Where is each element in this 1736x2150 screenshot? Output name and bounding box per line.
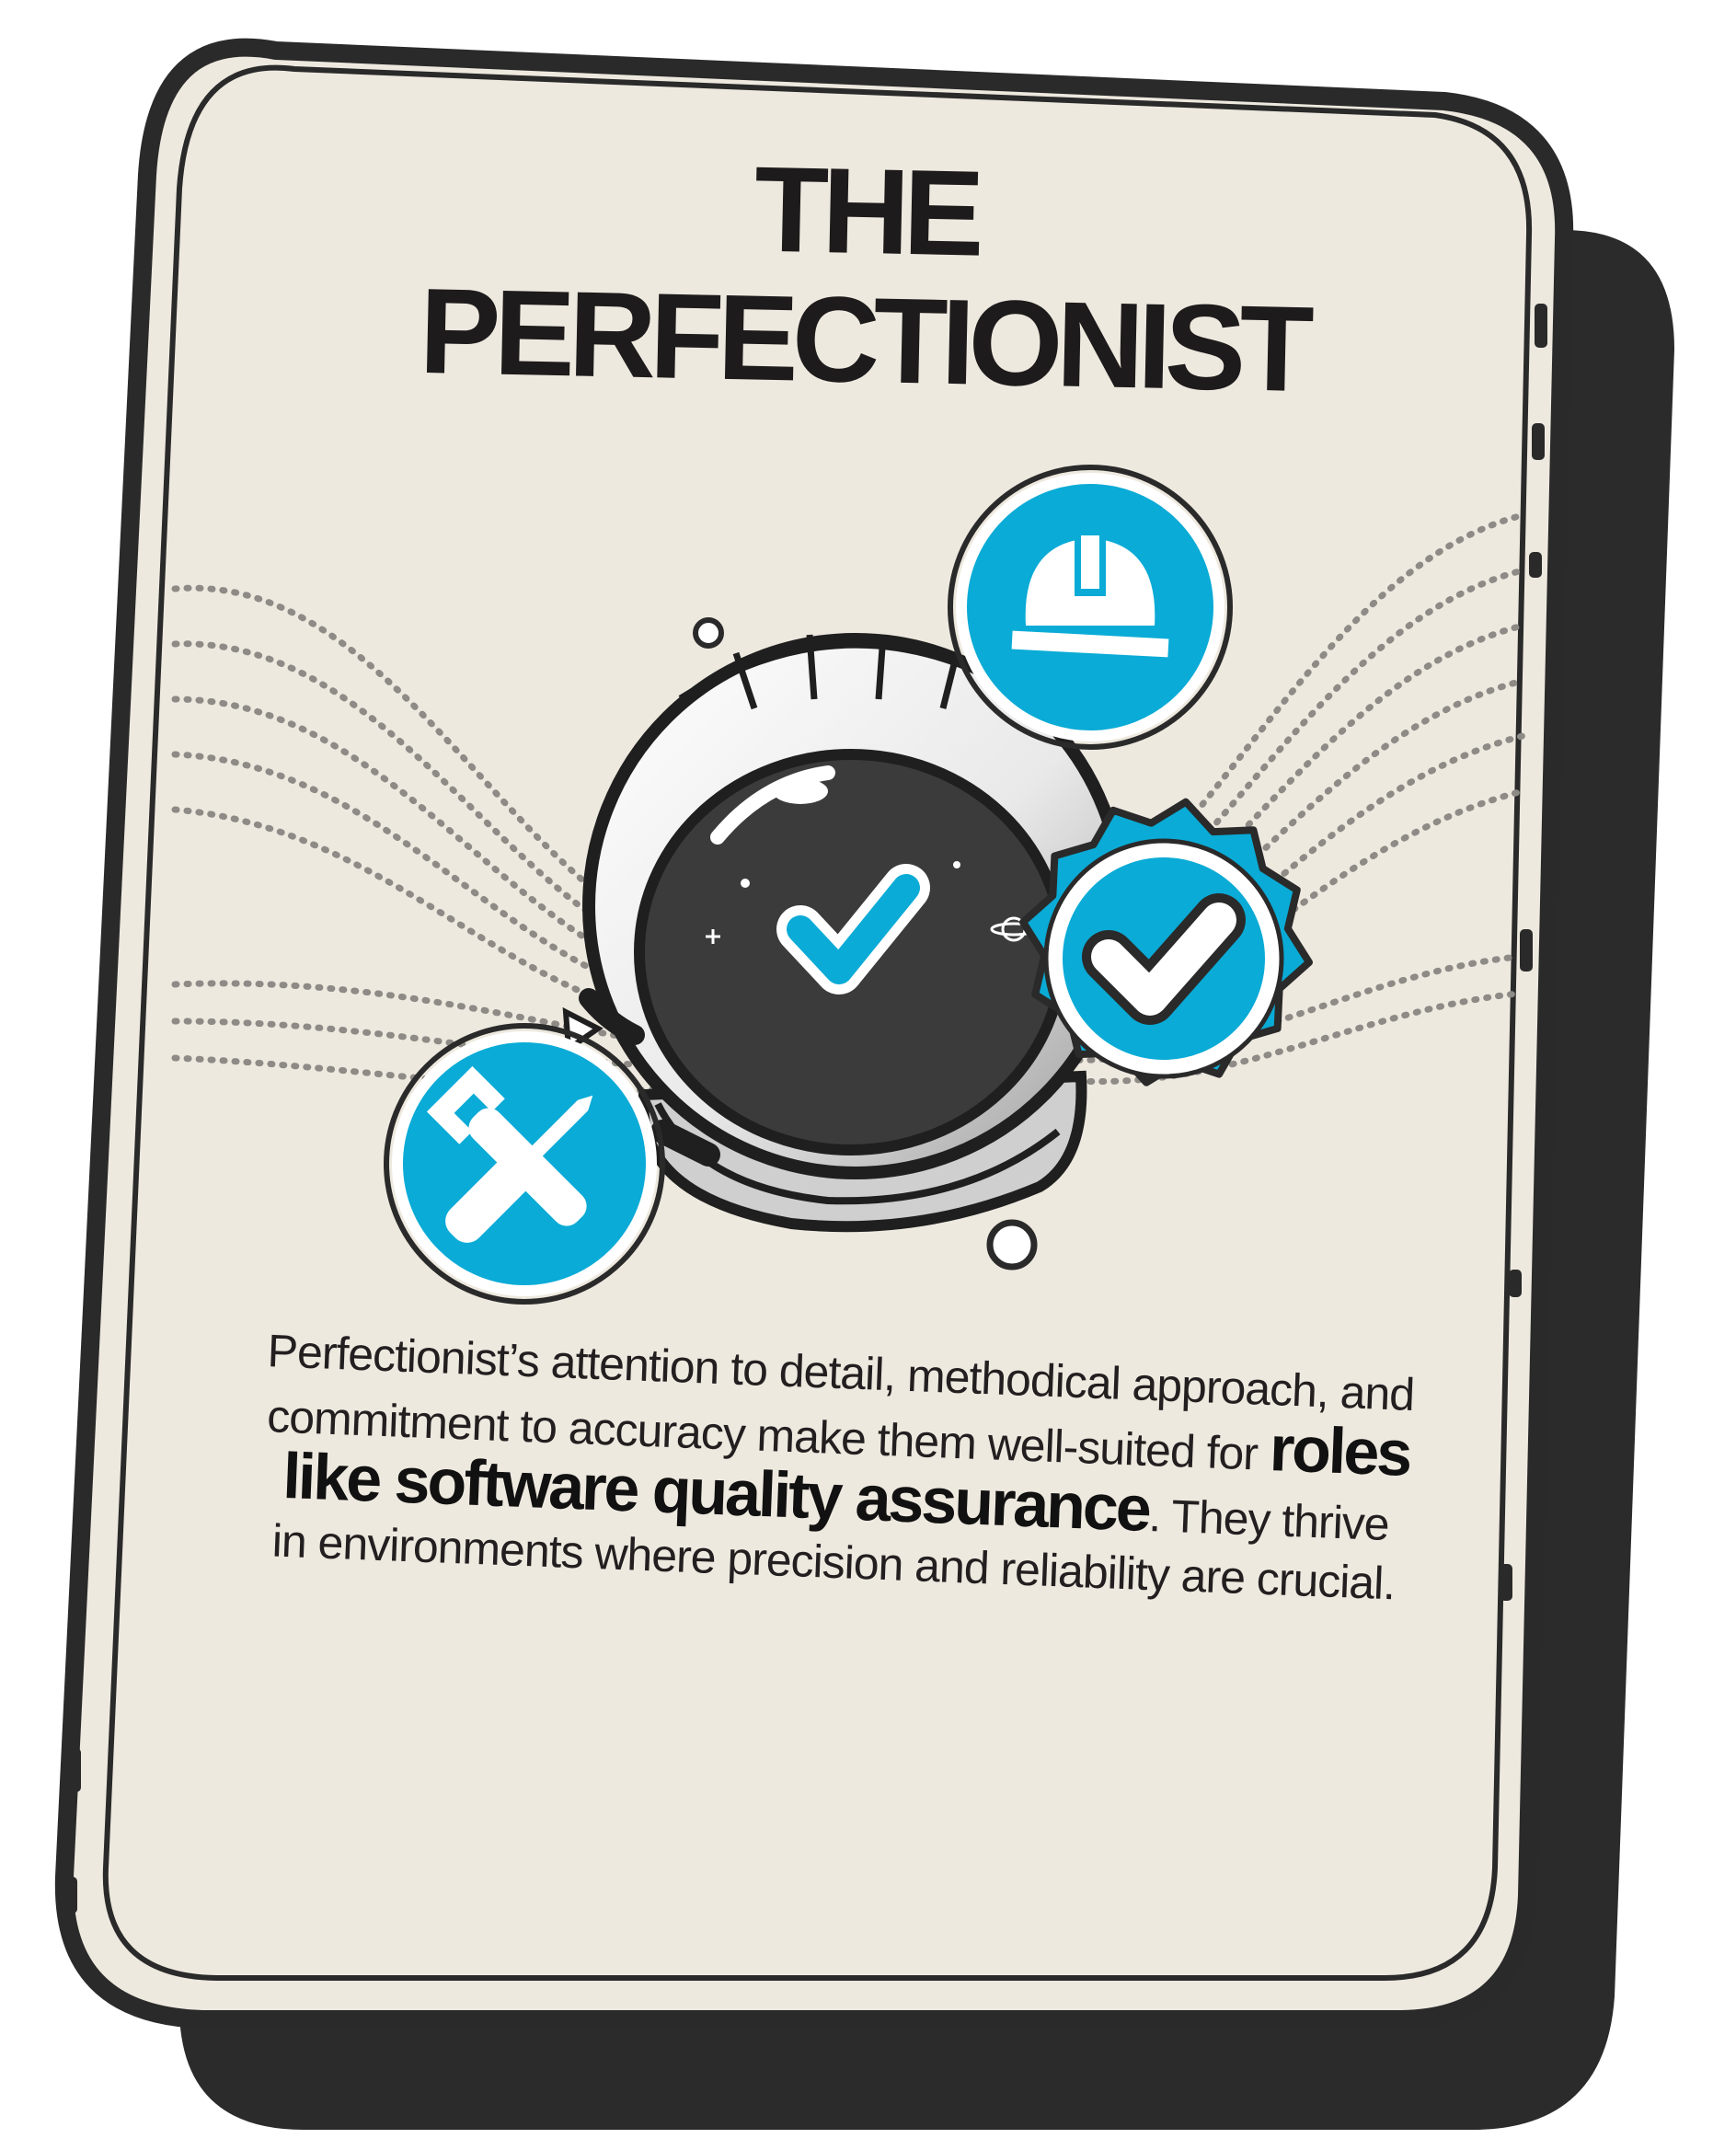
card-inner-border	[102, 64, 1533, 1981]
card-description: Perfectionist’s attention to detail, met…	[258, 1321, 1416, 1614]
hard-hat-icon	[948, 465, 1233, 750]
card-title: THE PERFECTIONIST	[218, 133, 1512, 418]
wrench-screwdriver-icon	[384, 1023, 665, 1305]
decor-circle-small	[693, 617, 724, 649]
decor-circle-large	[986, 1219, 1038, 1270]
checkmark-badge-icon	[1019, 798, 1313, 1086]
astronaut-helmet-icon	[562, 633, 1129, 1233]
edge-dashes	[64, 92, 1547, 2023]
title-line-2: PERFECTIONIST	[418, 262, 1309, 418]
